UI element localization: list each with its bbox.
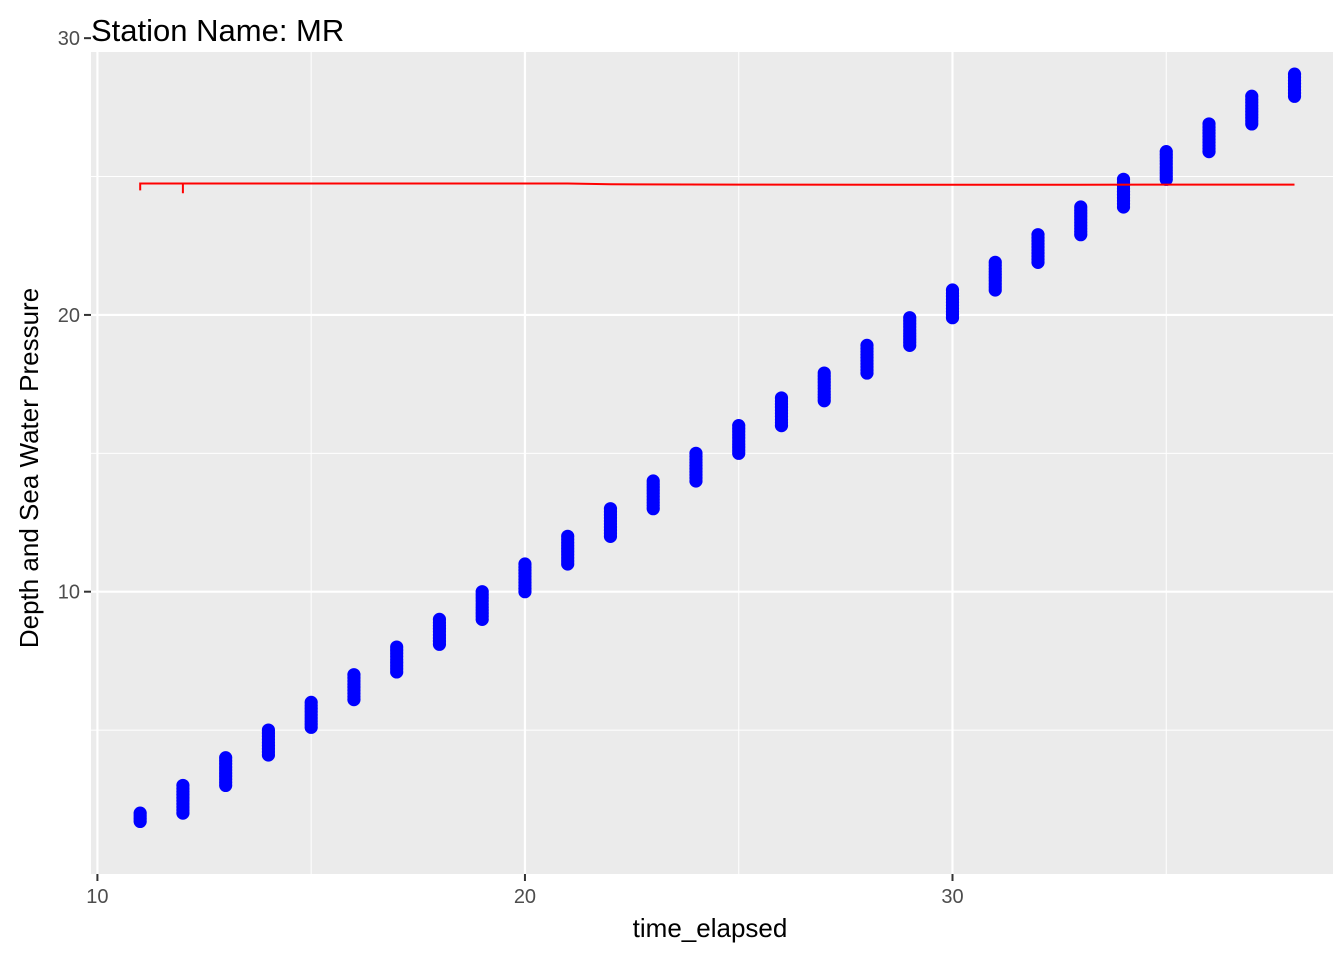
data-point xyxy=(390,665,404,679)
data-point xyxy=(945,311,960,325)
y-tick-label: 20 xyxy=(58,305,80,327)
data-point xyxy=(1031,255,1045,269)
grid-lines xyxy=(91,37,1333,874)
data-point xyxy=(817,394,831,408)
data-point xyxy=(432,637,447,651)
data-point xyxy=(261,748,276,762)
axes: 10 20 30 10 20 30 xyxy=(58,28,964,908)
data-point xyxy=(176,806,190,820)
data-point xyxy=(133,814,147,829)
data-point xyxy=(774,419,789,433)
data-point xyxy=(603,529,618,543)
y-tick-label: 10 xyxy=(58,582,80,604)
x-tick-label: 30 xyxy=(941,886,963,908)
data-point xyxy=(1202,145,1216,159)
data-point xyxy=(1074,228,1088,242)
data-point xyxy=(689,474,703,488)
data-point xyxy=(903,338,917,352)
plot-panel xyxy=(91,52,1333,874)
data-point xyxy=(860,366,874,380)
y-axis-title: Depth and Sea Water Pressure xyxy=(14,288,44,648)
chart-title: Station Name: MR xyxy=(91,13,344,48)
data-point xyxy=(518,585,532,599)
data-line xyxy=(139,182,1295,194)
data-points xyxy=(133,67,1302,829)
x-tick-label: 20 xyxy=(514,886,536,908)
data-point xyxy=(1245,117,1259,131)
y-tick-label: 30 xyxy=(58,28,80,50)
data-point xyxy=(646,502,660,516)
data-point xyxy=(988,283,1002,297)
pressure-line xyxy=(139,182,1295,194)
data-point xyxy=(304,720,318,734)
x-axis-title: time_elapsed xyxy=(633,913,788,943)
data-point xyxy=(732,446,746,460)
data-point xyxy=(1116,200,1131,214)
data-point xyxy=(1287,89,1302,103)
data-point xyxy=(1159,172,1173,186)
data-point xyxy=(475,612,489,626)
data-point xyxy=(219,778,233,793)
data-point xyxy=(347,693,361,707)
x-tick-label: 10 xyxy=(86,886,108,908)
data-point xyxy=(561,557,575,571)
